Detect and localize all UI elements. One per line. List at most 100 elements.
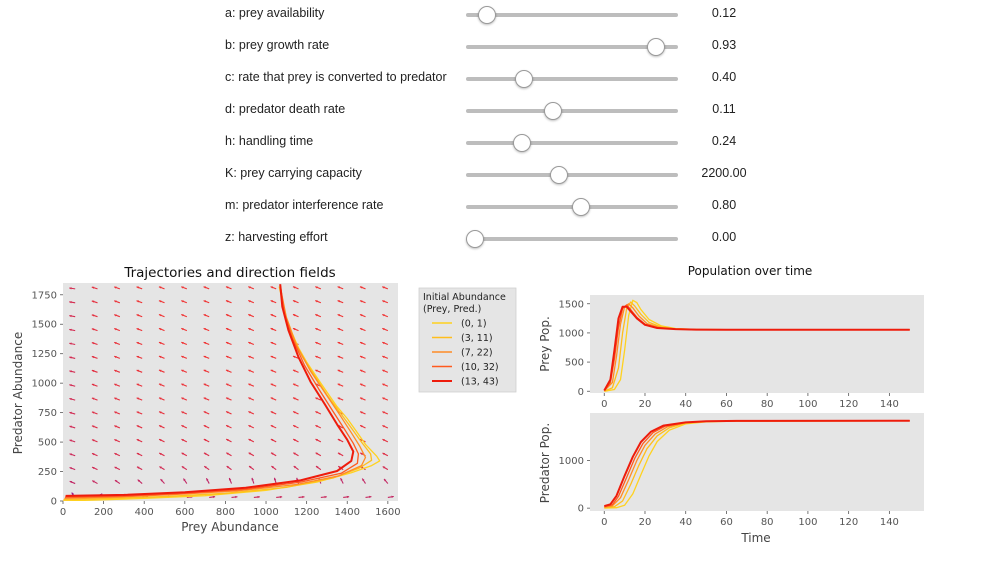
field-arrowhead	[360, 411, 363, 414]
field-arrowhead	[91, 369, 95, 373]
x-tick-label: 600	[175, 507, 194, 518]
x-tick-label: 200	[94, 507, 113, 518]
field-arrowhead	[206, 478, 209, 481]
x-tick-label: 140	[880, 517, 899, 528]
x-tick-label: 1400	[335, 507, 360, 518]
plot-background	[590, 413, 924, 511]
field-arrowhead	[225, 300, 229, 303]
field-arrowhead	[248, 314, 251, 317]
slider-track[interactable]	[466, 13, 678, 17]
field-arrowhead	[69, 356, 72, 359]
slider-track[interactable]	[466, 109, 678, 113]
slider-handle[interactable]	[647, 38, 666, 56]
field-arrowhead	[248, 383, 251, 386]
y-tick-label: 1000	[559, 456, 584, 467]
field-arrowhead	[136, 355, 140, 359]
field-arrowhead	[225, 286, 229, 289]
field-arrowhead	[382, 355, 385, 359]
field-arrowhead	[360, 425, 363, 428]
field-arrowhead	[69, 287, 72, 290]
slider-handle[interactable]	[515, 70, 533, 88]
x-tick-label: 120	[839, 399, 858, 410]
slider-handle[interactable]	[466, 230, 484, 248]
field-arrowhead	[203, 425, 207, 428]
legend-entry: (0, 1)	[461, 319, 487, 330]
field-arrowhead	[382, 369, 385, 372]
field-arrowhead	[114, 355, 117, 359]
field-arrowhead	[92, 466, 95, 470]
field-arrowhead	[114, 314, 117, 317]
field-arrowhead	[270, 286, 274, 289]
field-arrowhead	[293, 383, 296, 386]
slider-handle[interactable]	[571, 198, 590, 216]
x-tick-label: 80	[761, 399, 774, 410]
slider-track[interactable]	[466, 77, 678, 81]
slider-track[interactable]	[466, 237, 678, 241]
field-arrowhead	[203, 452, 207, 455]
field-arrowhead	[203, 314, 207, 317]
field-arrowhead	[248, 452, 252, 455]
field-arrowhead	[270, 300, 274, 303]
field-arrowhead	[337, 383, 341, 386]
field-arrowhead	[315, 328, 318, 331]
field-arrowhead	[181, 439, 184, 442]
slider-track[interactable]	[466, 141, 678, 145]
field-arrowhead	[91, 397, 95, 400]
field-arrowhead	[337, 439, 341, 442]
field-arrowhead	[251, 477, 254, 481]
field-arrowhead	[226, 383, 229, 386]
slider-track[interactable]	[466, 173, 678, 177]
slider-label: d: predator death rate	[225, 102, 346, 116]
slider-handle[interactable]	[544, 102, 563, 120]
field-arrowhead	[270, 355, 274, 359]
field-arrowhead	[337, 300, 341, 303]
field-arrowhead	[159, 425, 162, 428]
field-arrowhead	[382, 411, 385, 414]
field-arrowhead	[226, 439, 229, 442]
field-arrowhead	[337, 286, 341, 289]
slider-track[interactable]	[466, 45, 678, 49]
field-arrowhead	[91, 300, 95, 303]
slider-row: a: prey availability 0.12	[0, 2, 995, 26]
field-arrowhead	[315, 355, 318, 359]
field-arrowhead	[270, 425, 274, 428]
field-arrowhead	[114, 328, 117, 331]
field-arrowhead	[181, 452, 185, 456]
field-arrowhead	[69, 314, 72, 318]
slider-handle[interactable]	[513, 134, 532, 152]
field-arrowhead	[226, 466, 230, 469]
series-line	[604, 419, 910, 508]
phase-plot-ylabel: Predator Abundance	[11, 332, 25, 454]
field-arrowhead	[384, 478, 387, 482]
field-arrowhead	[159, 452, 162, 456]
field-arrowhead	[114, 411, 117, 414]
series-line	[65, 284, 355, 497]
field-arrowhead	[212, 495, 216, 499]
field-arrowhead	[271, 466, 274, 469]
series-line	[64, 286, 360, 498]
field-arrowhead	[181, 286, 184, 289]
slider-value: 0.24	[711, 134, 737, 148]
field-arrowhead	[293, 411, 296, 414]
field-arrowhead	[292, 300, 296, 303]
slider-handle[interactable]	[550, 166, 569, 184]
field-arrowhead	[136, 425, 140, 428]
field-arrowhead	[69, 439, 72, 442]
field-arrowhead	[235, 495, 238, 499]
field-arrowhead	[160, 479, 163, 482]
field-arrowhead	[69, 370, 72, 373]
field-arrowhead	[337, 369, 341, 372]
predator-plot-ylabel: Predator Pop.	[538, 423, 552, 503]
field-arrowhead	[181, 466, 185, 469]
field-arrowhead	[114, 383, 117, 386]
field-arrowhead	[324, 495, 327, 499]
x-tick-label: 0	[601, 517, 607, 528]
field-arrowhead	[203, 328, 207, 331]
field-arrowhead	[270, 383, 274, 386]
slider-handle[interactable]	[477, 6, 496, 24]
field-arrowhead	[91, 286, 95, 289]
field-arrowhead	[293, 466, 297, 469]
x-tick-label: 100	[798, 399, 817, 410]
field-arrowhead	[91, 356, 95, 359]
slider-value: 0.93	[711, 38, 737, 52]
